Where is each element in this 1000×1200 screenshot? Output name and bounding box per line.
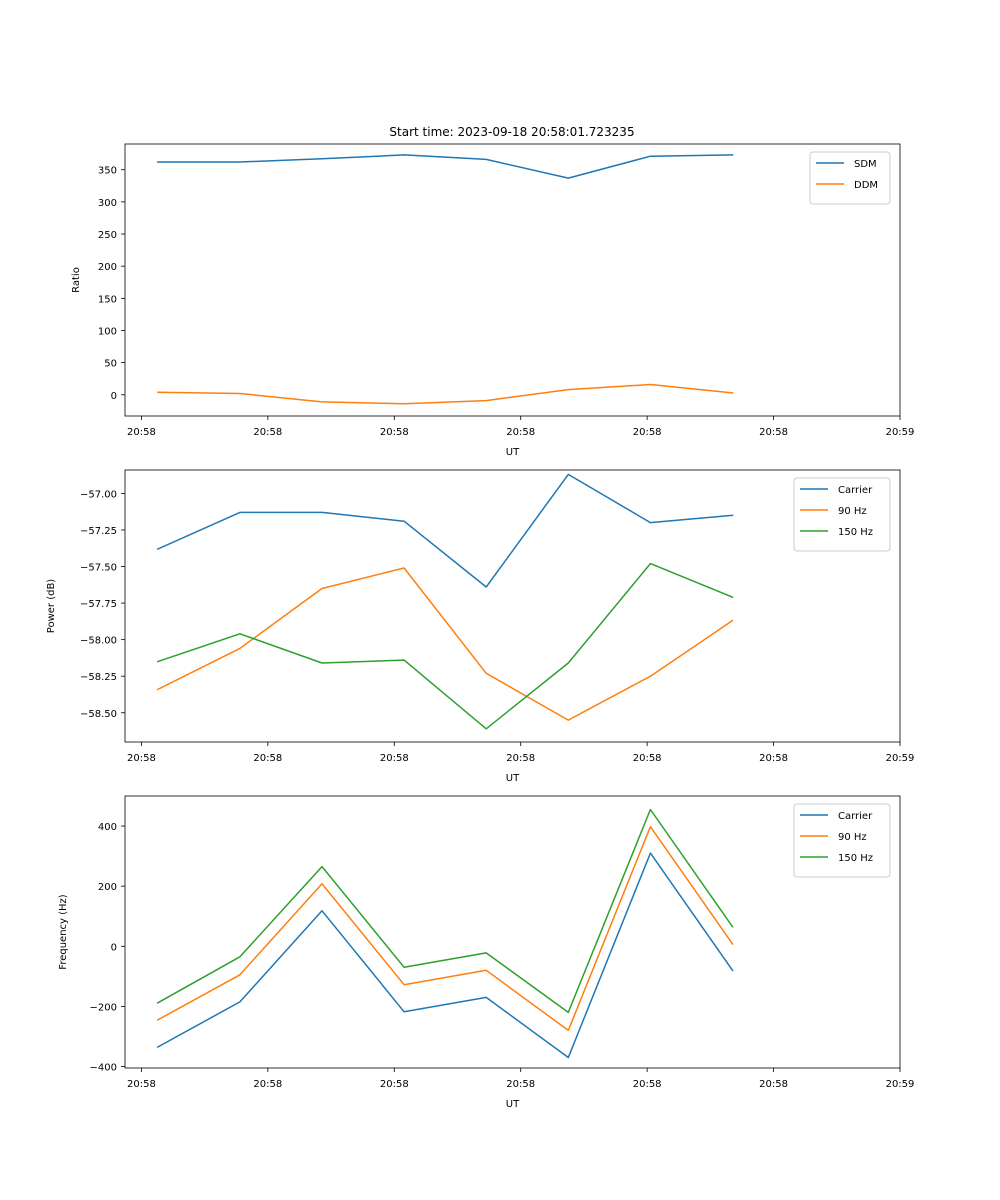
x-tick-label: 20:58: [127, 1079, 156, 1090]
y-tick-label: 250: [98, 230, 117, 241]
y-tick-label: 200: [98, 262, 117, 273]
x-tick-label: 20:58: [253, 753, 282, 764]
legend-label: 90 Hz: [838, 832, 867, 843]
series-line-carrier: [156, 473, 734, 588]
subplot-frequency: 20:58 20:58 20:58 20:58 20:58 20:58 20:59 −400 −…: [58, 795, 915, 1110]
y-tick-label: 50: [104, 359, 117, 370]
legend-box: [809, 151, 891, 205]
subplot-ratio: 20:58 20:58 20:58 20:58 20:58 20:58 20:59 0 50 10…: [71, 143, 915, 458]
axes-frame: [124, 143, 901, 417]
legend-label: Carrier: [838, 485, 873, 496]
x-tick-label: 20:59: [886, 753, 915, 764]
x-tick-label: 20:58: [759, 427, 788, 438]
y-tick-label: −57.75: [80, 599, 117, 610]
x-axis-label: UT: [506, 1099, 520, 1110]
x-tick-label: 20:58: [633, 753, 662, 764]
subplot-power: 20:58 20:58 20:58 20:58 20:58 20:58 20:59 −58.5…: [46, 469, 915, 784]
series-line-90-hz: [156, 825, 734, 1032]
x-tick-label: 20:58: [253, 1079, 282, 1090]
x-tick-label: 20:58: [506, 427, 535, 438]
x-tick-label: 20:58: [759, 753, 788, 764]
y-tick-label: 0: [111, 391, 117, 402]
y-tick-label: −58.00: [80, 636, 117, 647]
legend-box: [793, 803, 891, 878]
x-tick-label: 20:58: [253, 427, 282, 438]
x-axis-label: UT: [506, 447, 520, 458]
series-line-150-hz: [156, 808, 734, 1014]
x-tick-label: 20:58: [127, 753, 156, 764]
x-tick-label: 20:58: [380, 1079, 409, 1090]
y-tick-label: −58.25: [80, 672, 117, 683]
legend-label: 150 Hz: [838, 527, 873, 538]
legend-label: 90 Hz: [838, 506, 867, 517]
y-tick-label: −400: [90, 1062, 117, 1073]
x-tick-label: 20:58: [633, 427, 662, 438]
axes-frame: [124, 795, 901, 1069]
axes-frame: [124, 469, 901, 743]
y-tick-label: 100: [98, 326, 117, 337]
y-tick-label: −57.25: [80, 526, 117, 537]
x-tick-label: 20:59: [886, 1079, 915, 1090]
y-tick-label: 200: [98, 882, 117, 893]
y-tick-label: −57.00: [80, 489, 117, 500]
x-tick-label: 20:58: [633, 1079, 662, 1090]
series-line-sdm: [157, 154, 734, 179]
y-axis-label: Ratio: [71, 267, 82, 293]
y-tick-label: −58.50: [80, 709, 117, 720]
y-tick-label: 400: [98, 822, 117, 833]
y-tick-label: 300: [98, 198, 117, 209]
y-tick-label: −57.50: [80, 563, 117, 574]
legend-label: DDM: [854, 180, 878, 191]
series-line-150-hz: [156, 562, 734, 730]
legend: Carrier 90 Hz 150 Hz: [793, 477, 891, 552]
x-tick-label: 20:58: [506, 753, 535, 764]
x-tick-label: 20:58: [380, 753, 409, 764]
legend-box: [793, 477, 891, 552]
y-tick-label: 350: [98, 166, 117, 177]
legend-label: Carrier: [838, 811, 873, 822]
y-tick-label: −200: [90, 1002, 117, 1013]
figure-title: Start time: 2023-09-18 20:58:01.723235: [389, 125, 634, 139]
x-tick-label: 20:58: [127, 427, 156, 438]
y-axis-label: Frequency (Hz): [58, 894, 69, 970]
x-axis-label: UT: [506, 773, 520, 784]
x-tick-label: 20:58: [759, 1079, 788, 1090]
series-line-ddm: [157, 383, 734, 405]
legend: Carrier 90 Hz 150 Hz: [793, 803, 891, 878]
series-line-carrier: [156, 852, 734, 1059]
y-tick-label: 0: [111, 942, 117, 953]
y-tick-label: 150: [98, 294, 117, 305]
legend-label: 150 Hz: [838, 853, 873, 864]
legend-label: SDM: [854, 159, 877, 170]
x-tick-label: 20:58: [380, 427, 409, 438]
x-tick-label: 20:59: [886, 427, 915, 438]
legend: SDM DDM: [809, 151, 891, 205]
x-tick-label: 20:58: [506, 1079, 535, 1090]
y-axis-label: Power (dB): [46, 579, 57, 634]
